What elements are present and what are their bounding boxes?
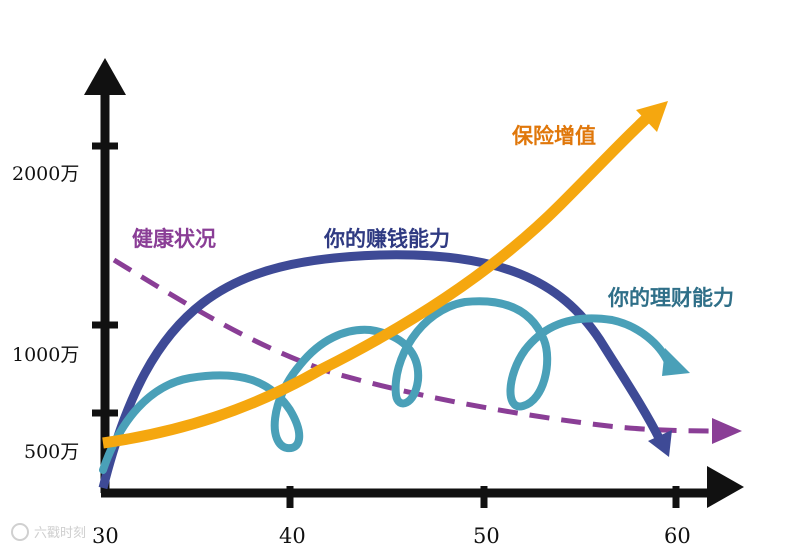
series-arrow-earning xyxy=(648,430,672,457)
watermark-logo-icon xyxy=(11,523,29,541)
y-tick-label-500: 500万 xyxy=(24,441,79,463)
series-line-finance xyxy=(99,297,672,474)
x-tick-label-30: 30 xyxy=(92,524,119,548)
watermark-text: 六戳时刻 xyxy=(34,526,86,541)
x-tick-label-50: 50 xyxy=(473,524,500,548)
series-arrow-health xyxy=(712,418,742,444)
series-label-earning: 你的赚钱能力 xyxy=(323,227,450,251)
series-insurance xyxy=(102,101,668,449)
y-tick-label-2000: 2000万 xyxy=(12,163,79,185)
series-arrow-finance xyxy=(662,348,690,376)
series-line-earning xyxy=(98,250,665,490)
series-earning xyxy=(98,250,672,490)
series-health xyxy=(112,257,742,444)
x-tick-label-40: 40 xyxy=(279,524,306,548)
series-finance xyxy=(99,297,690,474)
series-arrow-insurance xyxy=(636,101,668,132)
y-tick-label-1000: 1000万 xyxy=(12,344,79,366)
y-axis-arrow xyxy=(84,58,126,95)
series-line-insurance xyxy=(102,112,652,449)
series-line-health xyxy=(112,257,713,434)
watermark: 六戳时刻 xyxy=(11,523,86,541)
x-tick-label-60: 60 xyxy=(664,524,691,548)
axes xyxy=(84,58,744,508)
series-label-insurance: 保险增值 xyxy=(511,124,596,148)
series-label-finance: 你的理财能力 xyxy=(607,286,734,310)
x-axis-arrow xyxy=(707,466,744,508)
series-label-health: 健康状况 xyxy=(132,227,216,251)
